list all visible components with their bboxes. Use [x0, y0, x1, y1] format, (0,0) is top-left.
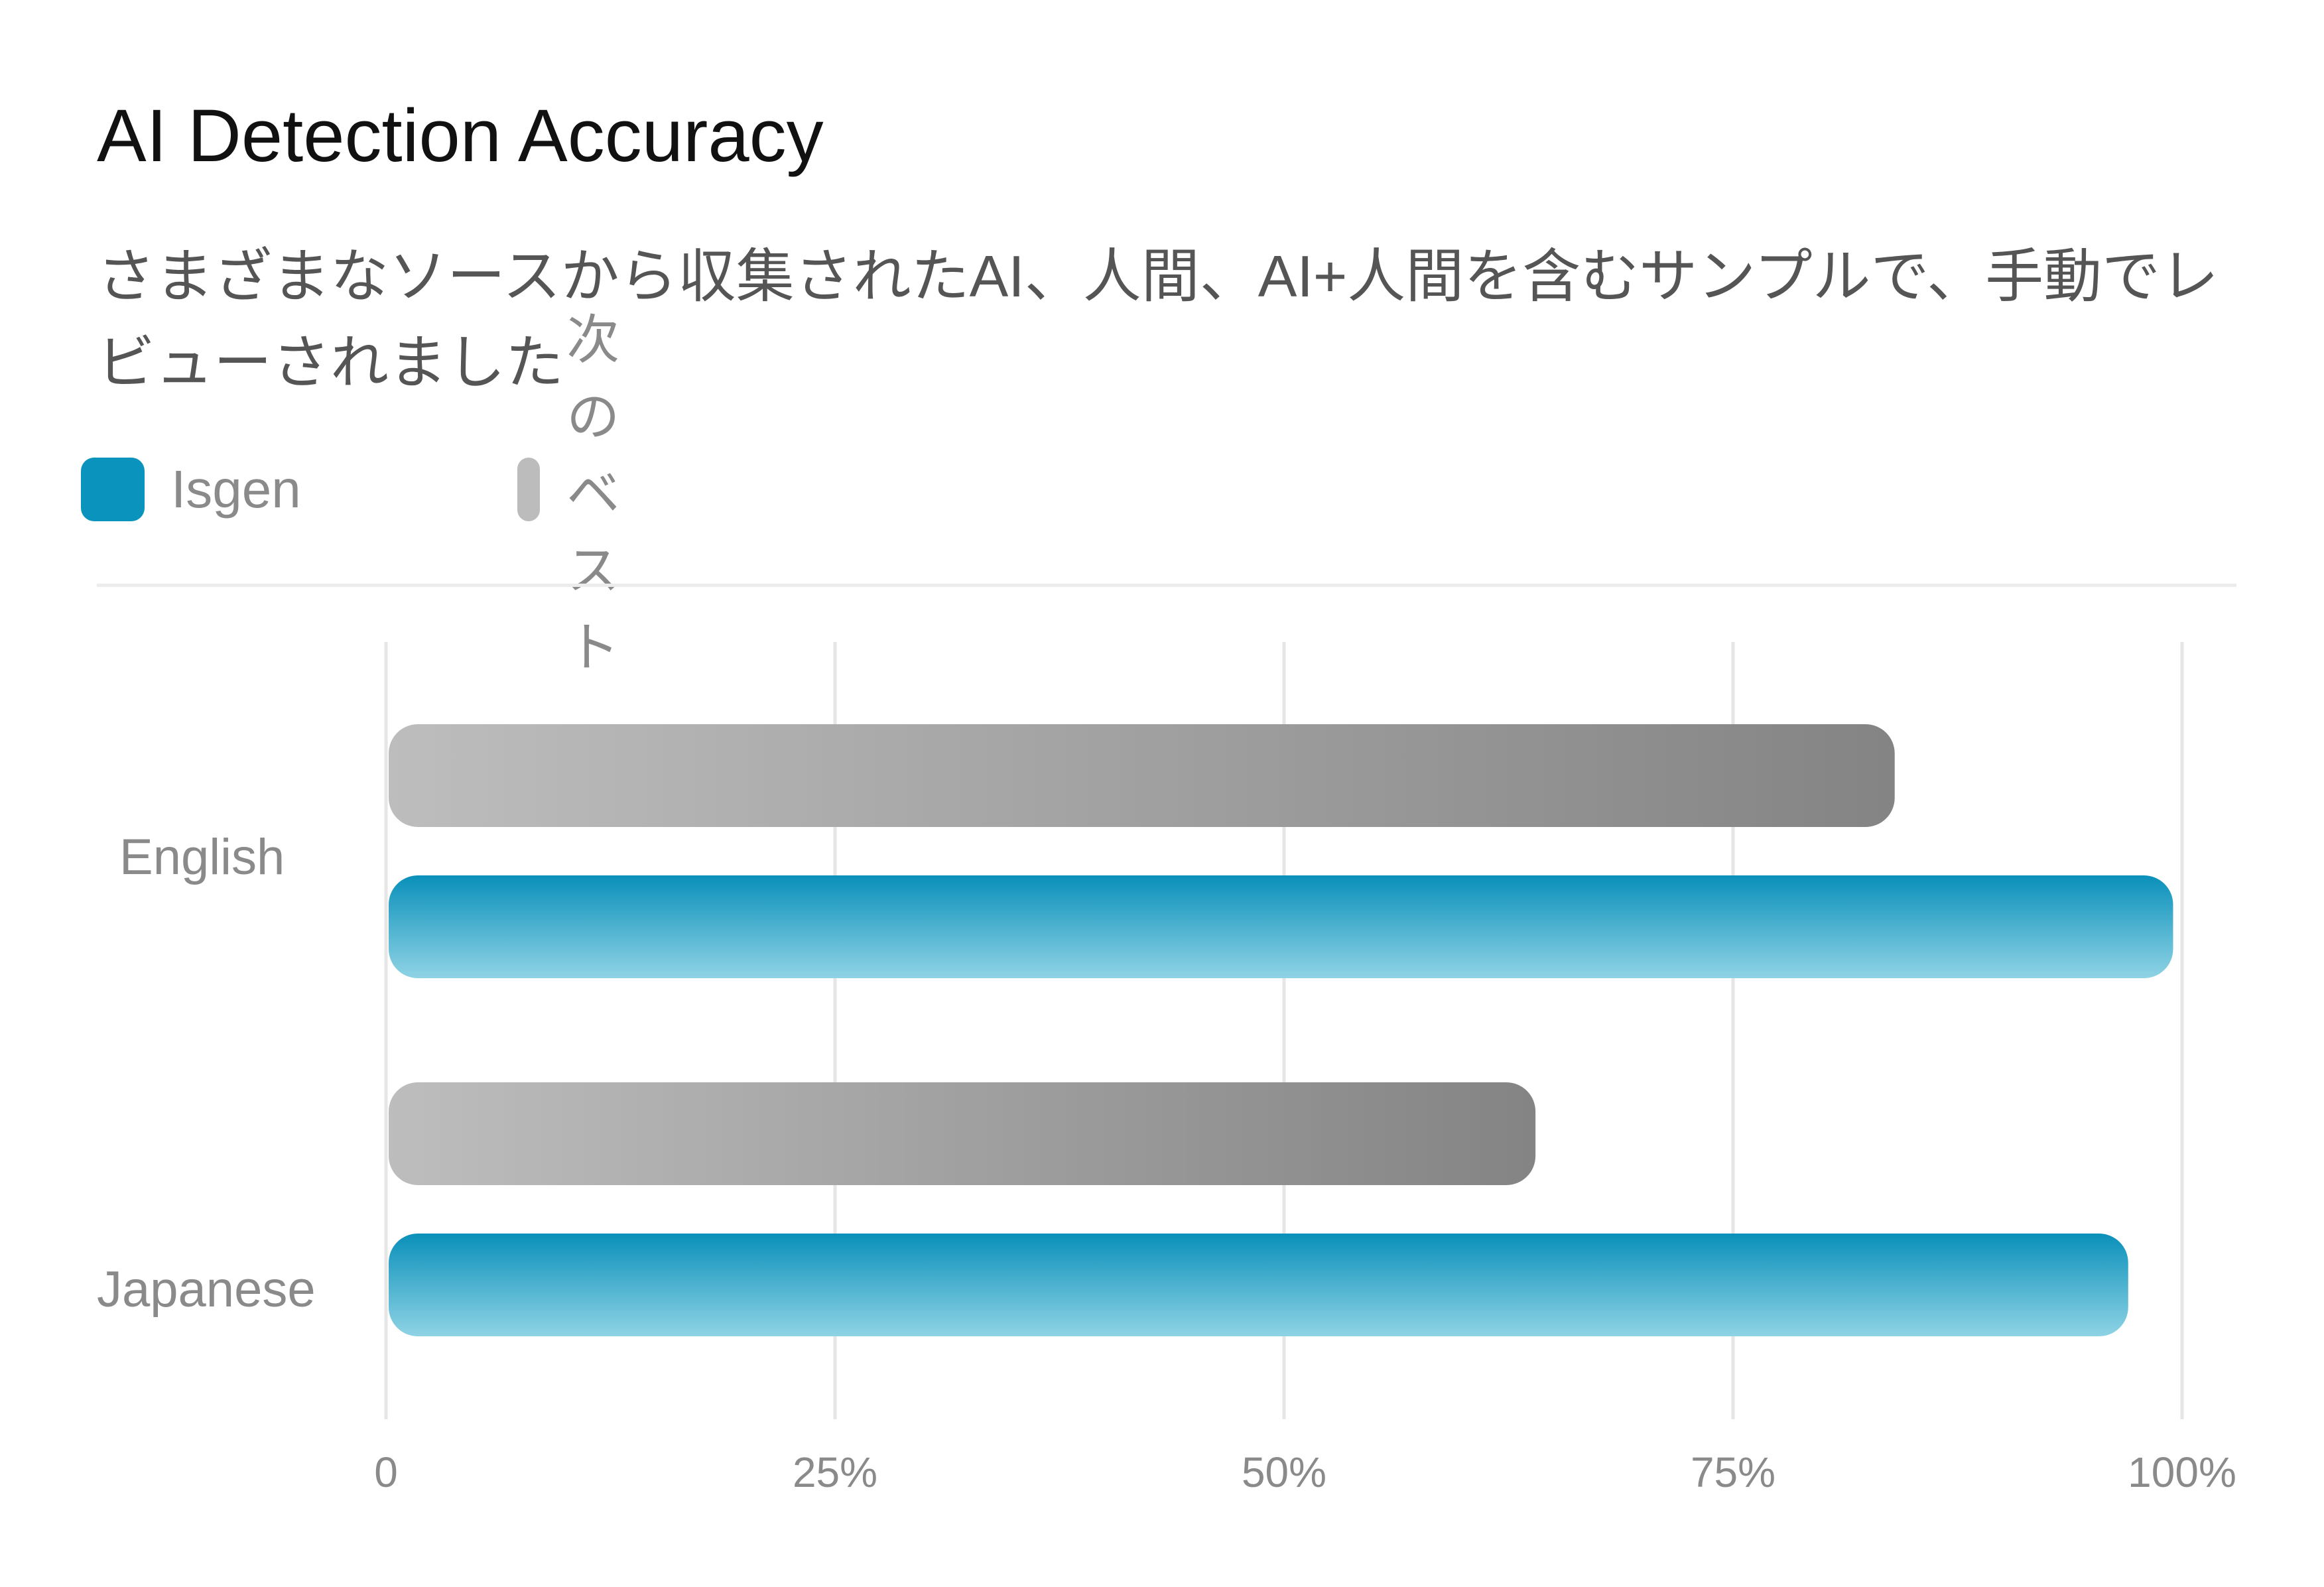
legend-swatch-isgen	[81, 458, 145, 521]
x-tick-label: 100%	[2128, 1448, 2236, 1496]
category-label-english: English	[119, 829, 285, 885]
chart-title: AI Detection Accuracy	[97, 94, 824, 177]
x-tick-label: 75%	[1691, 1448, 1775, 1496]
bars	[389, 724, 2173, 1336]
chart-subtitle: さまざまなソースから収集されたAI、人間、AI+人間を含むサンプルで、手動でレビ…	[97, 243, 2219, 395]
legend-label-next-best: 次のベスト	[566, 310, 620, 677]
x-tick-label: 50%	[1242, 1448, 1326, 1496]
bar-english-next-best	[389, 724, 1895, 827]
legend-swatch-next-best	[517, 458, 541, 521]
legend-item-next-best: 次のベスト	[517, 310, 662, 677]
bar-english-isgen	[389, 875, 2173, 978]
x-tick-label: 0	[374, 1448, 398, 1496]
axis-labels: 0 25% 50% 75% 100% English Japanese	[97, 829, 2236, 1496]
legend-item-isgen: Isgen	[81, 456, 301, 523]
legend-label-isgen: Isgen	[171, 460, 301, 519]
category-label-japanese: Japanese	[97, 1261, 316, 1318]
header-divider	[97, 584, 2236, 587]
x-tick-label: 25%	[793, 1448, 877, 1496]
bar-japanese-next-best	[389, 1082, 1536, 1185]
bar-japanese-isgen	[389, 1234, 2128, 1336]
